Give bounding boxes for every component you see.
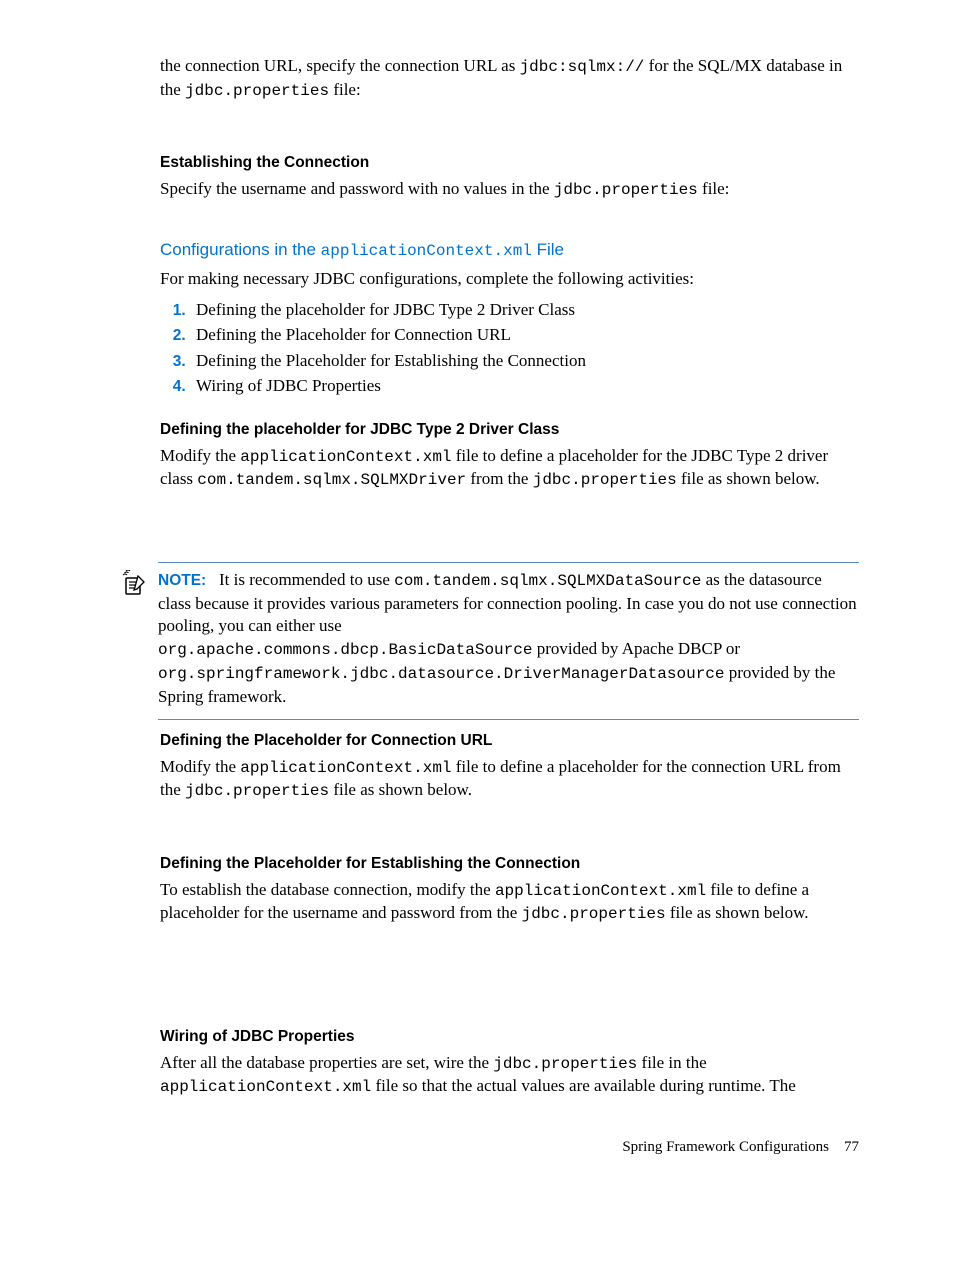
def-driver-paragraph: Modify the applicationContext.xml file t… [160, 445, 859, 492]
text: provided by Apache DBCP or [532, 639, 740, 658]
text: file so that the actual values are avail… [371, 1076, 796, 1095]
heading-def-url: Defining the Placeholder for Connection … [160, 732, 859, 750]
text: file as shown below. [666, 903, 809, 922]
list-item: Defining the placeholder for JDBC Type 2… [190, 297, 859, 323]
heading-wiring: Wiring of JDBC Properties [160, 1028, 859, 1046]
note-body: NOTE: It is recommended to use com.tande… [158, 562, 859, 720]
note-paragraph: NOTE: It is recommended to use com.tande… [158, 569, 859, 709]
footer-section: Spring Framework Configurations [622, 1139, 829, 1155]
code: applicationContext.xml [240, 448, 451, 466]
code: applicationContext.xml [160, 1078, 371, 1096]
text: the connection URL, specify the connecti… [160, 56, 520, 75]
top-paragraph: the connection URL, specify the connecti… [160, 55, 859, 102]
note-box: NOTE: It is recommended to use com.tande… [160, 562, 859, 720]
code: applicationContext.xml [240, 759, 451, 777]
code: jdbc.properties [533, 471, 677, 489]
footer-page-number: 77 [844, 1139, 859, 1155]
text: file: [698, 179, 730, 198]
code: jdbc.properties [554, 181, 698, 199]
code: jdbc.properties [185, 82, 329, 100]
spacer [160, 807, 859, 833]
heading-def-establish: Defining the Placeholder for Establishin… [160, 855, 859, 873]
code: org.apache.commons.dbcp.BasicDataSource [158, 641, 532, 659]
list-item: Defining the Placeholder for Connection … [190, 322, 859, 348]
note-label: NOTE: [158, 572, 206, 589]
code: jdbc.properties [185, 782, 329, 800]
code: jdbc.properties [493, 1055, 637, 1073]
text: Configurations in the [160, 240, 321, 259]
code: jdbc.properties [522, 905, 666, 923]
code: org.springframework.jdbc.datasource.Driv… [158, 665, 725, 683]
def-establish-paragraph: To establish the database connection, mo… [160, 879, 859, 926]
text: Modify the [160, 757, 240, 776]
text: Modify the [160, 446, 240, 465]
heading-configurations: Configurations in the applicationContext… [160, 240, 859, 260]
code: jdbc:sqlmx:// [520, 58, 645, 76]
configs-list: Defining the placeholder for JDBC Type 2… [160, 297, 859, 399]
text: from the [466, 469, 533, 488]
text: After all the database properties are se… [160, 1053, 493, 1072]
note-icon [120, 570, 158, 603]
text: It is recommended to use [219, 570, 394, 589]
heading-def-driver: Defining the placeholder for JDBC Type 2… [160, 421, 859, 439]
configs-intro: For making necessary JDBC configurations… [160, 268, 859, 291]
text: file as shown below. [329, 780, 472, 799]
text: file as shown below. [677, 469, 820, 488]
text: To establish the database connection, mo… [160, 880, 495, 899]
text: file: [329, 80, 361, 99]
list-item: Defining the Placeholder for Establishin… [190, 348, 859, 374]
spacer [160, 206, 859, 216]
text: File [532, 240, 564, 259]
code: com.tandem.sqlmx.SQLMXDataSource [394, 572, 701, 590]
wiring-paragraph: After all the database properties are se… [160, 1052, 859, 1099]
code: applicationContext.xml [495, 882, 706, 900]
list-item: Wiring of JDBC Properties [190, 373, 859, 399]
def-url-paragraph: Modify the applicationContext.xml file t… [160, 756, 859, 803]
heading-establishing: Establishing the Connection [160, 154, 859, 172]
spacer [160, 980, 859, 1006]
establishing-paragraph: Specify the username and password with n… [160, 178, 859, 202]
page-content: the connection URL, specify the connecti… [0, 0, 954, 1196]
code: com.tandem.sqlmx.SQLMXDriver [197, 471, 466, 489]
text: file in the [637, 1053, 706, 1072]
code: applicationContext.xml [321, 242, 532, 260]
spacer [160, 106, 859, 132]
spacer [160, 930, 859, 980]
text: Specify the username and password with n… [160, 179, 554, 198]
page-footer: Spring Framework Configurations 77 [160, 1139, 859, 1156]
